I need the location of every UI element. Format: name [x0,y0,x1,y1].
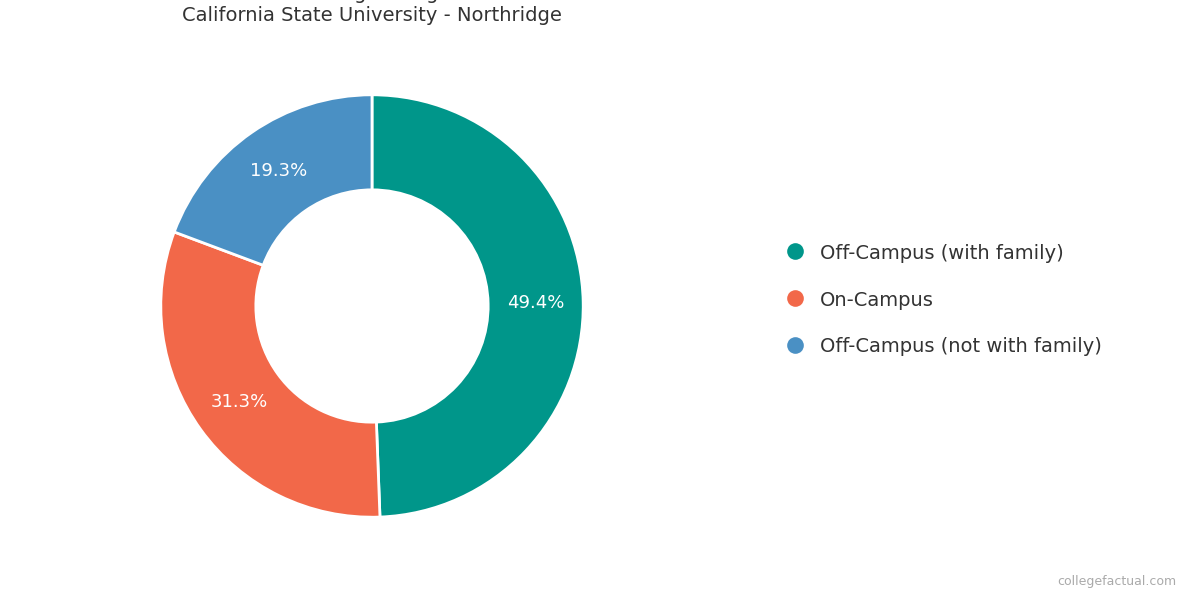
Text: 19.3%: 19.3% [250,163,307,181]
Text: 31.3%: 31.3% [211,393,268,411]
Title: Freshmen Living Arrangements at
California State University - Northridge: Freshmen Living Arrangements at Californ… [182,0,562,25]
Text: collegefactual.com: collegefactual.com [1057,575,1176,588]
Wedge shape [161,232,380,517]
Wedge shape [372,95,583,517]
Legend: Off-Campus (with family), On-Campus, Off-Campus (not with family): Off-Campus (with family), On-Campus, Off… [766,224,1122,376]
Wedge shape [174,95,372,265]
Text: 49.4%: 49.4% [506,294,564,312]
